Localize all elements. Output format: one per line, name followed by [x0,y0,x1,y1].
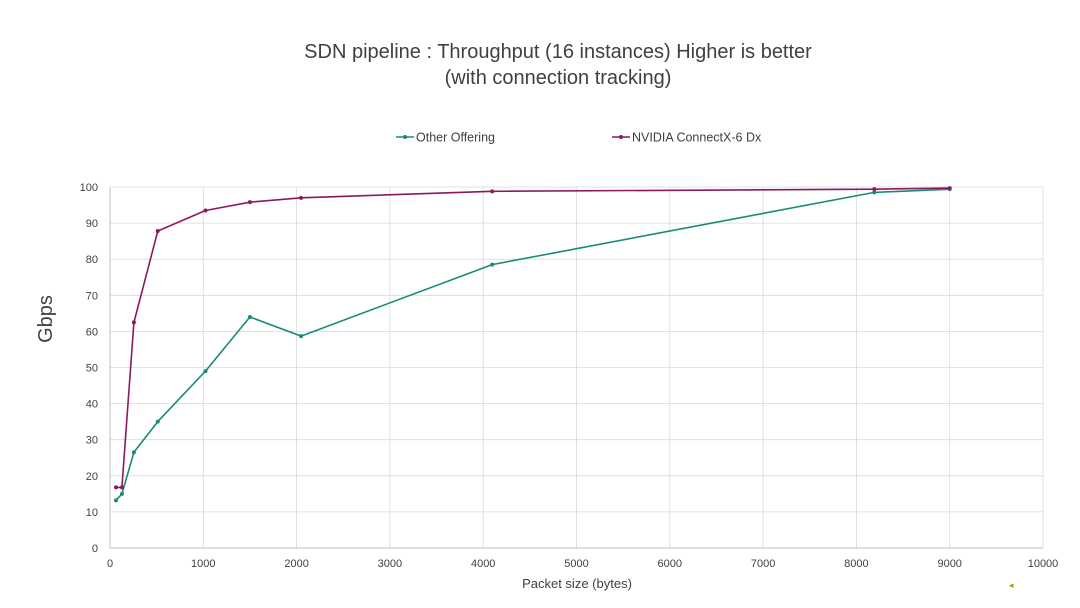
series-other-offering [113,187,952,503]
data-point-nvidia-connectx-6-dx [155,229,160,234]
y-tick-labels: 0 10 20 30 40 50 60 70 80 90 100 [80,182,98,555]
y-tick-label: 50 [86,363,98,375]
y-tick-label: 70 [86,290,98,302]
data-series [113,186,952,503]
data-point-nvidia-connectx-6-dx [203,208,208,213]
x-tick-label: 5000 [564,558,588,570]
data-point-other-offering [490,262,495,267]
series-line-nvidia-connectx-6-dx [116,187,950,489]
data-point-other-offering [131,450,136,455]
x-tick-label: 4000 [471,558,495,570]
legend-marker-nvidia [619,135,623,139]
data-point-other-offering [203,369,208,374]
data-point-nvidia-connectx-6-dx [113,485,118,490]
x-tick-label: 6000 [658,558,682,570]
y-tick-label: 80 [86,254,98,266]
x-tick-label: 9000 [937,558,961,570]
corner-mark-icon: ◂ [1009,581,1014,591]
data-point-other-offering [872,190,877,195]
axes [109,187,1043,549]
y-tick-label: 60 [86,326,98,338]
legend-marker-other-offering [403,135,407,139]
x-tick-label: 10000 [1028,558,1059,570]
legend-item-other-offering: Other Offering [396,131,495,145]
y-tick-label: 30 [86,435,98,447]
x-tick-label: 3000 [378,558,402,570]
data-point-nvidia-connectx-6-dx [119,485,124,490]
series-nvidia-connectx-6-dx [113,186,952,490]
x-tick-label: 7000 [751,558,775,570]
chart-title-line-2: (with connection tracking) [445,67,672,89]
y-tick-label: 10 [86,507,98,519]
y-tick-label: 100 [80,182,98,194]
y-axis-label: Gbps [35,295,57,343]
series-line-other-offering [115,188,950,501]
x-tick-label: 2000 [284,558,308,570]
x-tick-labels: 0 1000 2000 3000 4000 5000 6000 7000 8000 9000 100… [107,558,1058,570]
data-point-other-offering [119,491,124,496]
legend-label-other-offering: Other Offering [416,131,495,145]
legend-item-nvidia: NVIDIA ConnectX-6 Dx [612,131,762,145]
data-point-nvidia-connectx-6-dx [872,187,877,192]
y-tick-label: 90 [86,218,98,230]
data-point-nvidia-connectx-6-dx [490,189,495,194]
x-tick-label: 8000 [844,558,868,570]
y-tick-label: 20 [86,471,98,483]
y-tick-label: 40 [86,399,98,411]
y-tick-label: 0 [92,543,98,555]
gridlines [110,186,1044,548]
data-point-other-offering [299,334,304,339]
data-point-other-offering [155,419,160,424]
data-point-nvidia-connectx-6-dx [247,200,252,205]
data-point-other-offering [247,314,252,319]
x-tick-label: 0 [107,558,113,570]
legend: Other Offering NVIDIA ConnectX-6 Dx [396,131,762,145]
data-point-nvidia-connectx-6-dx [131,320,136,325]
data-point-nvidia-connectx-6-dx [299,195,304,200]
legend-label-nvidia: NVIDIA ConnectX-6 Dx [632,131,762,145]
x-axis-label: Packet size (bytes) [522,576,632,591]
data-point-nvidia-connectx-6-dx [947,186,952,191]
data-point-other-offering [113,498,118,503]
x-tick-label: 1000 [191,558,215,570]
chart-title-line-1: SDN pipeline : Throughput (16 instances)… [304,41,812,63]
